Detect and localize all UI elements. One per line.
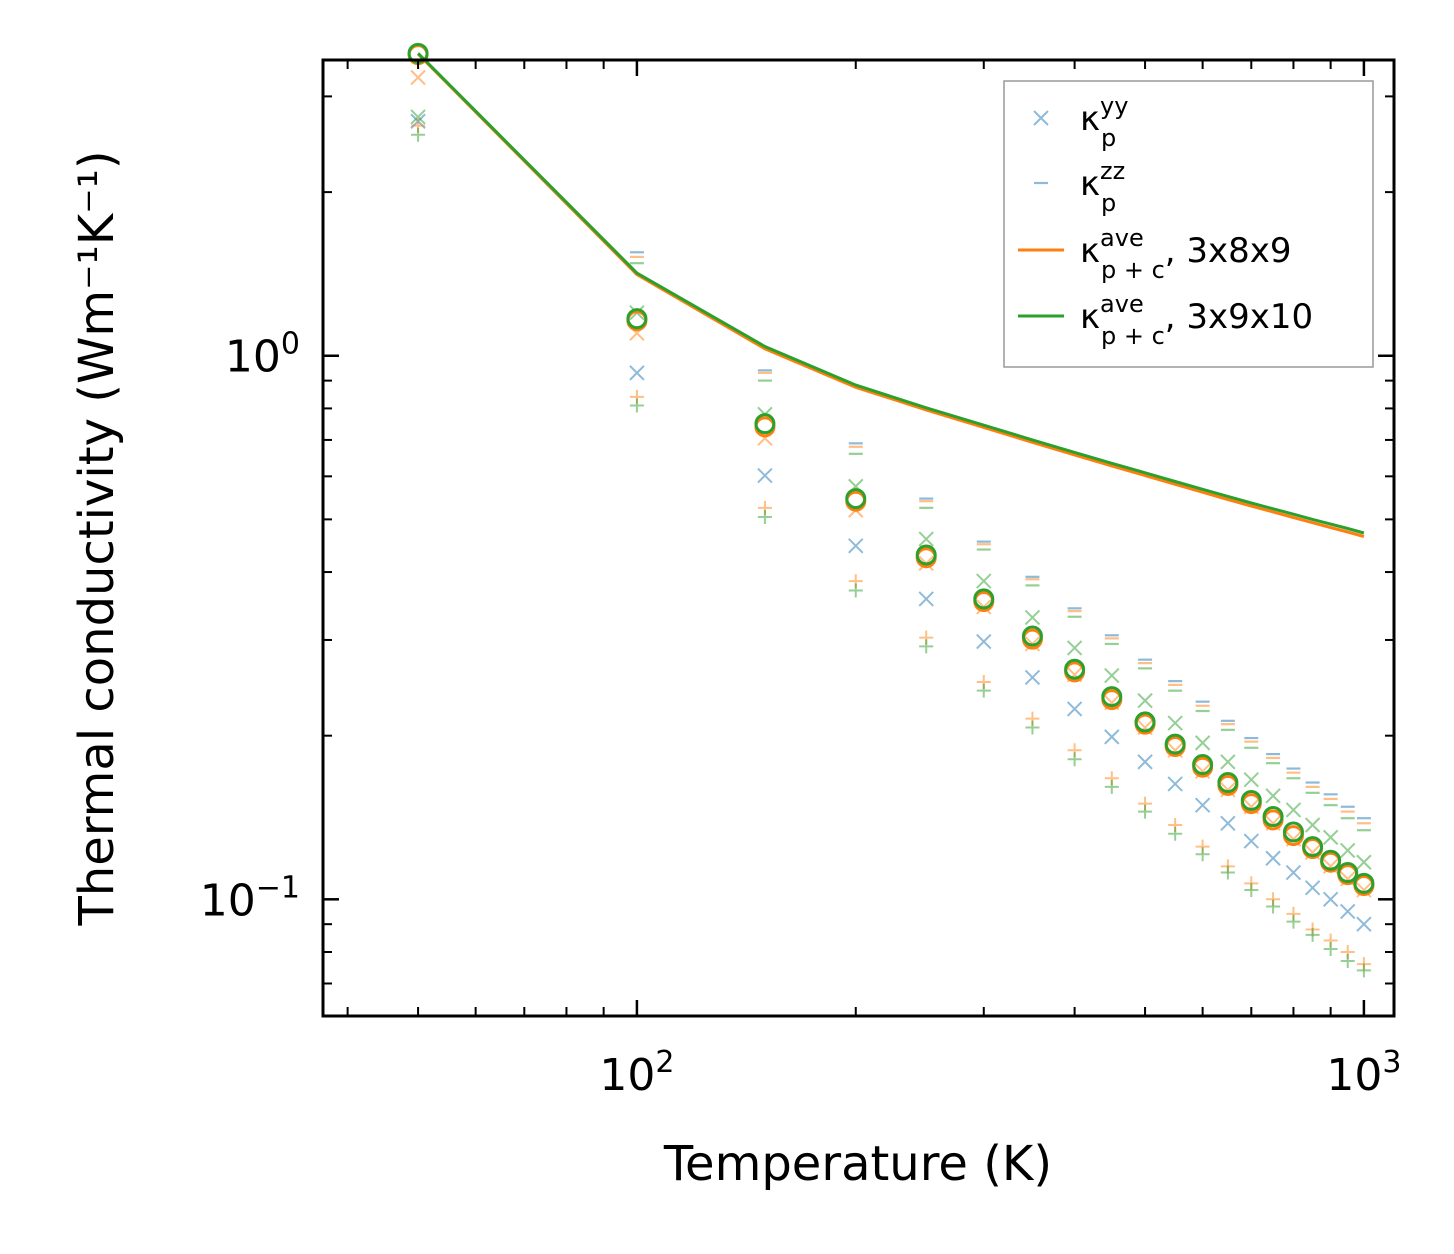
point-kappa_p_xx_green <box>629 398 644 413</box>
series-kappa_p_yy_blue <box>410 113 1372 932</box>
point-kappa_p_yy_blue <box>1220 815 1236 831</box>
point-kappa_p_yy_green <box>1104 667 1120 684</box>
legend-swatch-yy <box>1033 110 1049 126</box>
circle-kappa_ave_green_circles <box>1192 754 1214 776</box>
circle-kappa_ave_green_circles <box>1217 772 1239 794</box>
point-kappa_p_xx_green <box>1323 942 1338 957</box>
point-kappa_p_xx_green <box>1220 865 1235 880</box>
point-kappa_p_yy_blue <box>1304 880 1321 896</box>
plot-frame <box>321 58 1396 1018</box>
circle-kappa_ave_green_circles <box>626 308 648 330</box>
series-kappa_ave_green_circles <box>407 42 1375 894</box>
circle-kappa_ave_green_circles <box>1302 836 1324 858</box>
point-kappa_p_yy_blue <box>1194 797 1211 813</box>
point-kappa_p_yy_blue <box>1340 903 1356 920</box>
point-kappa_p_xx_green <box>848 583 863 598</box>
legend-frame <box>1003 80 1374 368</box>
point-kappa_p_yy_green <box>1285 802 1302 818</box>
x-axis-title: Temperature (K) <box>663 1136 1052 1192</box>
point-kappa_p_yy_green <box>1322 829 1339 846</box>
plot-area <box>407 42 1375 978</box>
circle-kappa_ave_green_circles <box>1240 789 1262 811</box>
series-kappa_p_xx_green <box>411 127 1371 978</box>
point-kappa_p_yy_blue <box>1322 891 1339 908</box>
point-kappa_p_yy_green <box>976 573 992 589</box>
circle-kappa_ave_green_circles <box>1134 711 1156 733</box>
point-kappa_p_yy_blue <box>1104 729 1120 745</box>
point-kappa_p_yy_blue <box>918 591 934 607</box>
point-kappa_p_yy_blue <box>1066 701 1083 717</box>
circle-kappa_ave_green_circles <box>1353 872 1375 894</box>
point-kappa_p_xx_green <box>1266 899 1281 914</box>
point-kappa_p_yy_green <box>1340 842 1356 859</box>
point-kappa_p_yy_orange <box>410 69 426 86</box>
point-kappa_p_xx_green <box>1104 779 1119 794</box>
circle-kappa_ave_green_circles <box>754 413 776 435</box>
circle-kappa_ave_green_circles <box>973 588 995 610</box>
point-kappa_p_xx_green <box>757 510 772 525</box>
point-kappa_p_xx_green <box>1067 752 1082 767</box>
line-kappa_p+c_ave_3x8x9 <box>417 52 1365 538</box>
point-kappa_p_yy_green <box>1194 735 1211 751</box>
circle-kappa_ave_green_circles <box>1282 821 1304 843</box>
point-kappa_p_xx_green <box>1286 914 1301 929</box>
point-kappa_p_yy_blue <box>976 633 992 650</box>
circle-kappa_ave_green_circles <box>1164 733 1186 755</box>
point-kappa_p_yy_blue <box>1137 754 1153 770</box>
point-kappa_p_xx_green <box>1305 927 1320 942</box>
point-kappa_p_yy_green <box>1356 854 1372 870</box>
point-kappa_p_yy_blue <box>1024 669 1041 686</box>
circle-kappa_ave_green_circles <box>1021 625 1043 647</box>
point-kappa_p_xx_green <box>1244 883 1259 898</box>
point-kappa_p_xx_green <box>976 683 991 698</box>
point-kappa_p_xx_green <box>919 639 934 654</box>
point-kappa_p_yy_green <box>1243 771 1260 788</box>
point-kappa_p_xx_green <box>1138 804 1153 819</box>
point-kappa_p_yy_blue <box>1167 776 1183 792</box>
series-kappa_p_zz_orange <box>629 255 1371 825</box>
series-kappa_p_yy_green <box>410 109 1372 870</box>
point-kappa_p_yy_green <box>1066 640 1083 656</box>
circle-kappa_ave_green_circles <box>1064 658 1086 680</box>
y-axis-title: Thermal conductivity (Wm⁻¹K⁻¹) <box>69 150 125 926</box>
point-kappa_p_yy_green <box>1304 817 1321 833</box>
circle-kappa_ave_green_circles <box>845 488 867 510</box>
circle-kappa_ave_green_circles <box>1262 806 1284 828</box>
point-kappa_p_yy_blue <box>629 365 645 381</box>
point-kappa_p_yy_green <box>1024 609 1041 626</box>
point-kappa_p_yy_green <box>410 109 426 125</box>
point-kappa_p_yy_green <box>1167 715 1183 731</box>
point-kappa_p_yy_blue <box>1243 833 1260 849</box>
point-kappa_p_xx_green <box>1340 954 1355 969</box>
point-kappa_p_xx_green <box>411 127 426 142</box>
point-kappa_p_yy_green <box>1265 788 1281 804</box>
series-kappa_p_zz_green <box>629 262 1371 832</box>
point-kappa_p_yy_green <box>1220 754 1236 770</box>
circle-kappa_ave_green_circles <box>915 544 937 566</box>
point-kappa_p_xx_green <box>1168 826 1183 841</box>
point-kappa_p_yy_blue <box>848 538 864 554</box>
point-kappa_p_xx_green <box>1195 847 1210 862</box>
circle-kappa_ave_green_circles <box>1337 862 1359 884</box>
point-kappa_p_xx_green <box>1356 963 1371 978</box>
circle-kappa_ave_green_circles <box>1101 686 1123 708</box>
point-kappa_p_yy_blue <box>1265 850 1281 866</box>
point-kappa_p_yy_green <box>1137 692 1153 709</box>
line-kappa_p+c_ave_3x9x10 <box>417 52 1365 535</box>
point-kappa_p_yy_blue <box>1285 864 1302 881</box>
circle-kappa_ave_green_circles <box>1320 849 1342 871</box>
series-kappa_p_zz_blue <box>629 251 1371 820</box>
x-tick-label: 102 <box>599 1045 674 1101</box>
point-kappa_p_yy_green <box>918 531 934 547</box>
point-kappa_p_xx_green <box>1025 720 1040 735</box>
point-kappa_p_yy_blue <box>1356 916 1372 932</box>
point-kappa_p_yy_blue <box>757 467 773 484</box>
